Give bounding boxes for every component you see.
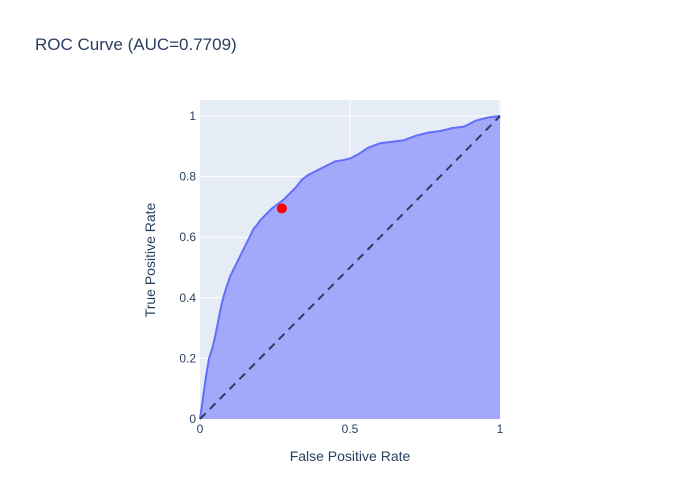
y-tick-label-5: 1 — [189, 109, 196, 123]
y-tick-label-1: 0.2 — [179, 351, 196, 365]
x-tick-label-2: 1 — [497, 422, 504, 436]
y-tick-label-3: 0.6 — [179, 230, 196, 244]
y-axis-title: True Positive Rate — [142, 202, 158, 317]
x-tick-label-0: 0 — [197, 422, 204, 436]
x-axis-title: False Positive Rate — [290, 448, 411, 464]
tick-labels: 0 0.5 1 0 0.2 0.4 0.6 0.8 1 — [179, 109, 503, 436]
x-tick-label-1: 0.5 — [342, 422, 359, 436]
roc-curve-line — [199, 115, 501, 420]
optimal-threshold-point — [276, 203, 287, 214]
y-tick-label-0: 0 — [189, 412, 196, 426]
data-layer — [199, 115, 501, 420]
chance-diagonal-line — [199, 115, 501, 420]
y-tick-label-2: 0.4 — [179, 291, 196, 305]
y-tick-label-4: 0.8 — [179, 170, 196, 184]
chart-title: ROC Curve (AUC=0.7709) — [35, 35, 237, 54]
